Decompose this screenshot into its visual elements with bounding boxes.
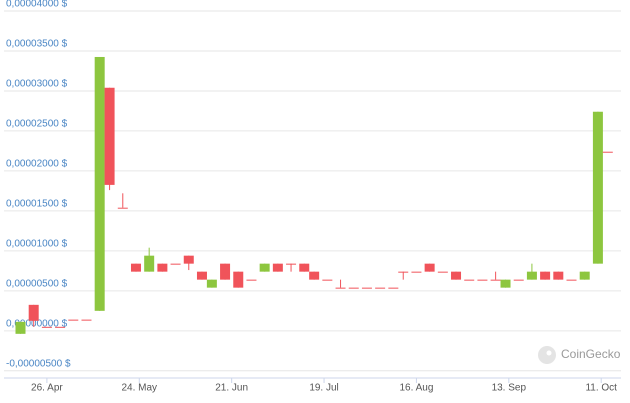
candle-body [272, 263, 283, 272]
x-tick-label: 26. Apr [31, 383, 63, 394]
candle-body [157, 263, 168, 272]
candle-body [68, 319, 79, 321]
y-tick-label: 0,00002500 $ [6, 119, 68, 130]
candle-body [398, 271, 409, 273]
candle-body [335, 287, 346, 289]
watermark-icon [538, 346, 556, 364]
candle-body [246, 279, 257, 281]
candle-body [540, 271, 551, 280]
watermark-logo [538, 346, 556, 364]
candle-body [299, 263, 310, 272]
candle-body [513, 279, 524, 281]
candle-body [28, 304, 39, 321]
candle-body [196, 271, 207, 280]
candle-body [500, 279, 511, 288]
y-tick-label: -0,00000500 $ [6, 358, 71, 369]
x-tick-label: 19. Jul [309, 383, 338, 394]
x-tick-label: 11. Oct [585, 383, 617, 394]
candle-body [233, 271, 244, 288]
candle-body [424, 263, 435, 272]
candle-body [15, 321, 26, 334]
candle-body [477, 279, 488, 281]
candle-body [286, 263, 297, 265]
candle-body [602, 151, 613, 153]
candle-body [566, 279, 577, 281]
candle-body [464, 279, 475, 281]
candle-body [361, 287, 372, 289]
candle-body [490, 279, 501, 281]
x-tick-label: 13. Sep [492, 383, 527, 394]
candle-body [259, 263, 270, 272]
candle-body [553, 271, 564, 280]
candle-body [117, 207, 128, 209]
x-tick-label: 16. Aug [399, 383, 433, 394]
watermark-icon-eye [546, 350, 552, 356]
plot: -0,00000500 $ 0,00000000 $ 0,00000500 $ 0,0… [4, 0, 621, 394]
candle-body [526, 271, 537, 280]
candle-body [348, 287, 359, 289]
y-tick-label: 0,00002000 $ [6, 159, 68, 170]
y-tick-label: 0,00001000 $ [6, 239, 68, 250]
candle-body [375, 287, 386, 289]
candle-body [104, 87, 115, 185]
candle-body [94, 56, 105, 311]
candle-body [170, 263, 181, 265]
y-tick-label: 0,00003500 $ [6, 39, 68, 50]
x-tick-label: 21. Jun [215, 383, 248, 394]
candle-body [220, 263, 231, 280]
candle-body [206, 279, 217, 288]
candle-body [55, 326, 66, 328]
candle-body [388, 287, 399, 289]
candle-body [41, 326, 52, 328]
candle-body [130, 263, 141, 272]
candle-body [309, 271, 320, 280]
y-tick-label: 0,00004000 $ [6, 0, 68, 10]
candle-body [579, 271, 590, 280]
y-tick-label: 0,00000000 $ [6, 318, 68, 329]
y-tick-label: 0,00003000 $ [6, 79, 68, 90]
x-tick-label: 24. May [121, 383, 157, 394]
candle-body [451, 271, 462, 280]
candle-body [81, 319, 92, 321]
candle-body [411, 271, 422, 273]
y-tick-label: 0,00001500 $ [6, 199, 68, 210]
candle-body [144, 255, 155, 272]
watermark: CoinGecko [561, 347, 621, 361]
y-tick-label: 0,00000500 $ [6, 278, 68, 289]
candle-body [322, 279, 333, 281]
candle-body [437, 271, 448, 273]
candle-body [592, 111, 603, 264]
candle-body [183, 255, 194, 264]
